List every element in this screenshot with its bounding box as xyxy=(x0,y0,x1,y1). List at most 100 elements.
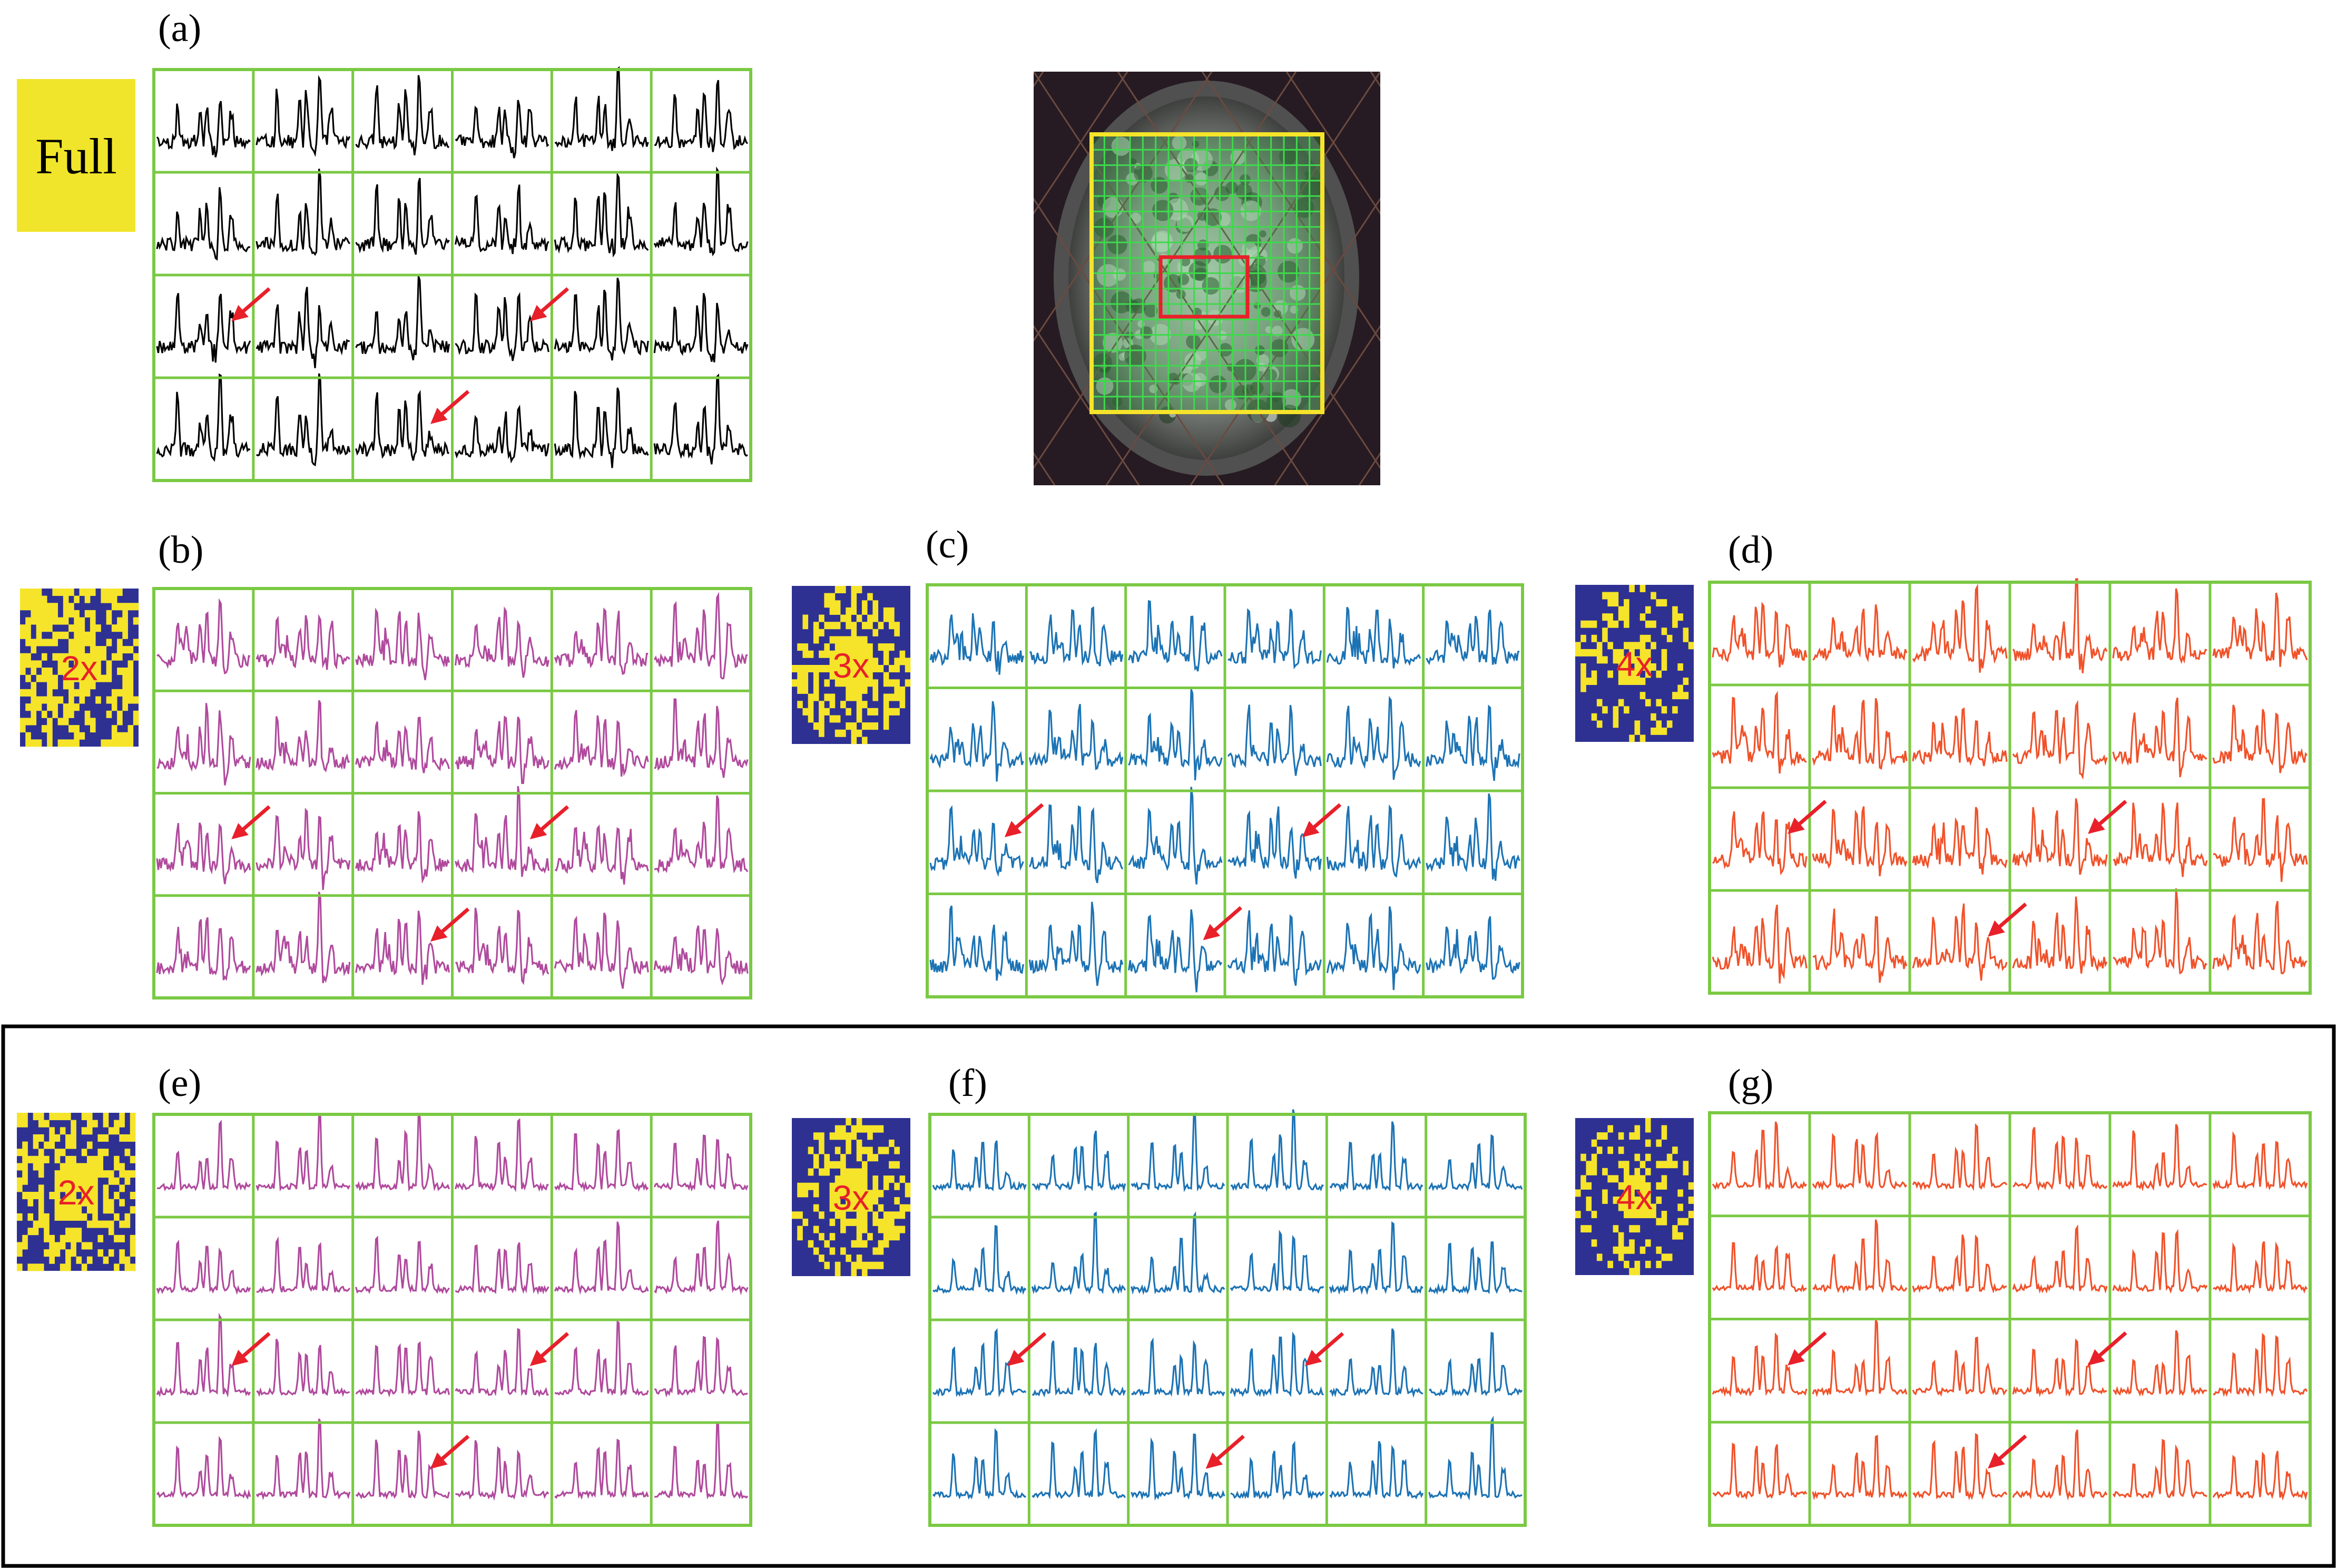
mask-sample xyxy=(1656,1139,1662,1147)
mask-sample xyxy=(889,1211,895,1219)
mask-sample xyxy=(22,1170,28,1178)
mask-sample xyxy=(63,660,69,668)
mask-sample xyxy=(861,636,868,644)
mask-sample xyxy=(829,622,836,630)
mask-sample xyxy=(22,1163,28,1171)
mask-sample xyxy=(840,1175,846,1183)
brain-texture xyxy=(1111,136,1131,156)
mask-sample xyxy=(130,1263,136,1271)
mask-sample xyxy=(25,617,31,625)
mask-sample xyxy=(846,722,851,730)
mask-sample xyxy=(38,1199,44,1207)
mask-sample xyxy=(1639,1175,1646,1183)
mask-sample xyxy=(81,1242,87,1250)
spectrum-trace xyxy=(1128,909,1223,993)
spectrum-trace xyxy=(2012,1338,2107,1397)
spectrum-trace xyxy=(355,178,450,255)
spectrum-trace xyxy=(1326,906,1421,991)
mask-sample xyxy=(1634,1175,1641,1183)
sat-band-line xyxy=(1034,72,1309,485)
spectrum-trace xyxy=(554,172,649,258)
brain-texture xyxy=(1272,326,1283,337)
spectrum-trace xyxy=(929,905,1024,981)
mask-sample xyxy=(1607,642,1613,650)
mask-sample xyxy=(74,668,80,675)
mask-sample xyxy=(867,1190,873,1198)
mask-sample xyxy=(41,674,47,682)
mask-sample xyxy=(1607,592,1613,600)
spectrum-trace xyxy=(355,1430,450,1500)
mask-sample xyxy=(57,660,64,668)
mask-sample xyxy=(861,1269,868,1277)
mask-sample xyxy=(127,660,134,668)
mask-sample xyxy=(1639,1211,1646,1219)
mask-sample xyxy=(33,1163,39,1171)
mask-sample xyxy=(899,686,906,694)
mask-sample xyxy=(861,672,868,680)
mask-sample xyxy=(119,1249,125,1257)
spectrum-trace xyxy=(1028,804,1124,884)
mask-sample xyxy=(889,1161,895,1169)
mask-sample xyxy=(103,1199,109,1207)
mask-sample xyxy=(792,1211,798,1219)
mask-sample xyxy=(108,1249,114,1257)
mask-sample xyxy=(1591,1239,1597,1247)
spectrum-trace xyxy=(1712,1121,1808,1191)
panel-e: (e) 2x xyxy=(17,1062,752,1527)
mask-sample xyxy=(108,1177,114,1185)
mask-sample xyxy=(106,595,112,603)
mask-sample xyxy=(861,1182,868,1190)
mask-sample xyxy=(819,650,824,658)
mask-sample xyxy=(851,600,857,608)
mask-sample xyxy=(63,631,69,639)
mask-sample xyxy=(861,665,868,673)
sat-band-line xyxy=(1117,72,1380,469)
mask-sample xyxy=(81,1177,87,1185)
mask-sample xyxy=(840,1125,846,1133)
mask-sample xyxy=(1661,1253,1667,1261)
mask-sample xyxy=(31,710,37,718)
mask-sample xyxy=(1634,663,1641,671)
sat-band-line xyxy=(1034,72,1213,342)
arrow-d-1-head xyxy=(2088,817,2105,834)
mask-sample xyxy=(813,686,819,694)
mask-sample xyxy=(1591,1139,1597,1147)
mask-sample xyxy=(57,718,64,726)
spectrum-trace xyxy=(554,710,649,777)
mask-sample xyxy=(31,603,37,611)
mask-sample xyxy=(92,1199,98,1207)
mask-sample xyxy=(49,1192,55,1200)
mask-sample xyxy=(894,693,900,701)
mask-sample xyxy=(819,722,824,730)
mask-sample xyxy=(111,696,117,704)
mask-sample xyxy=(52,631,58,639)
spectrum-trace xyxy=(1712,1242,1807,1292)
mask-sample xyxy=(38,1263,44,1271)
mask-sample xyxy=(856,1233,862,1241)
roi-box xyxy=(1158,255,1250,319)
mask-sample xyxy=(47,617,53,625)
mask-sample xyxy=(819,614,824,622)
mask-sample xyxy=(63,703,69,711)
spectrum-trace xyxy=(455,292,549,361)
mask-sample xyxy=(17,1242,23,1250)
mask-sample xyxy=(1629,1197,1635,1204)
mask-sample xyxy=(63,674,69,682)
mask-sample xyxy=(38,1113,44,1121)
mask-sample xyxy=(834,1182,841,1190)
mask-sample xyxy=(834,1269,841,1277)
mask-sample xyxy=(127,689,134,697)
mask-sample xyxy=(97,1149,104,1157)
arrow-e-0-head xyxy=(231,1349,249,1366)
mask-sample xyxy=(47,725,53,733)
mask-sample xyxy=(1591,678,1597,685)
mask-sample xyxy=(119,1170,125,1178)
mask-sample xyxy=(861,737,868,744)
mask-sample xyxy=(33,1155,39,1163)
mask-sample xyxy=(889,1226,895,1233)
mask-sample xyxy=(889,1175,895,1183)
mask-sample xyxy=(57,617,64,625)
mask-sample xyxy=(883,643,889,651)
mask-sample xyxy=(867,1154,873,1162)
mask-sample xyxy=(36,589,42,596)
